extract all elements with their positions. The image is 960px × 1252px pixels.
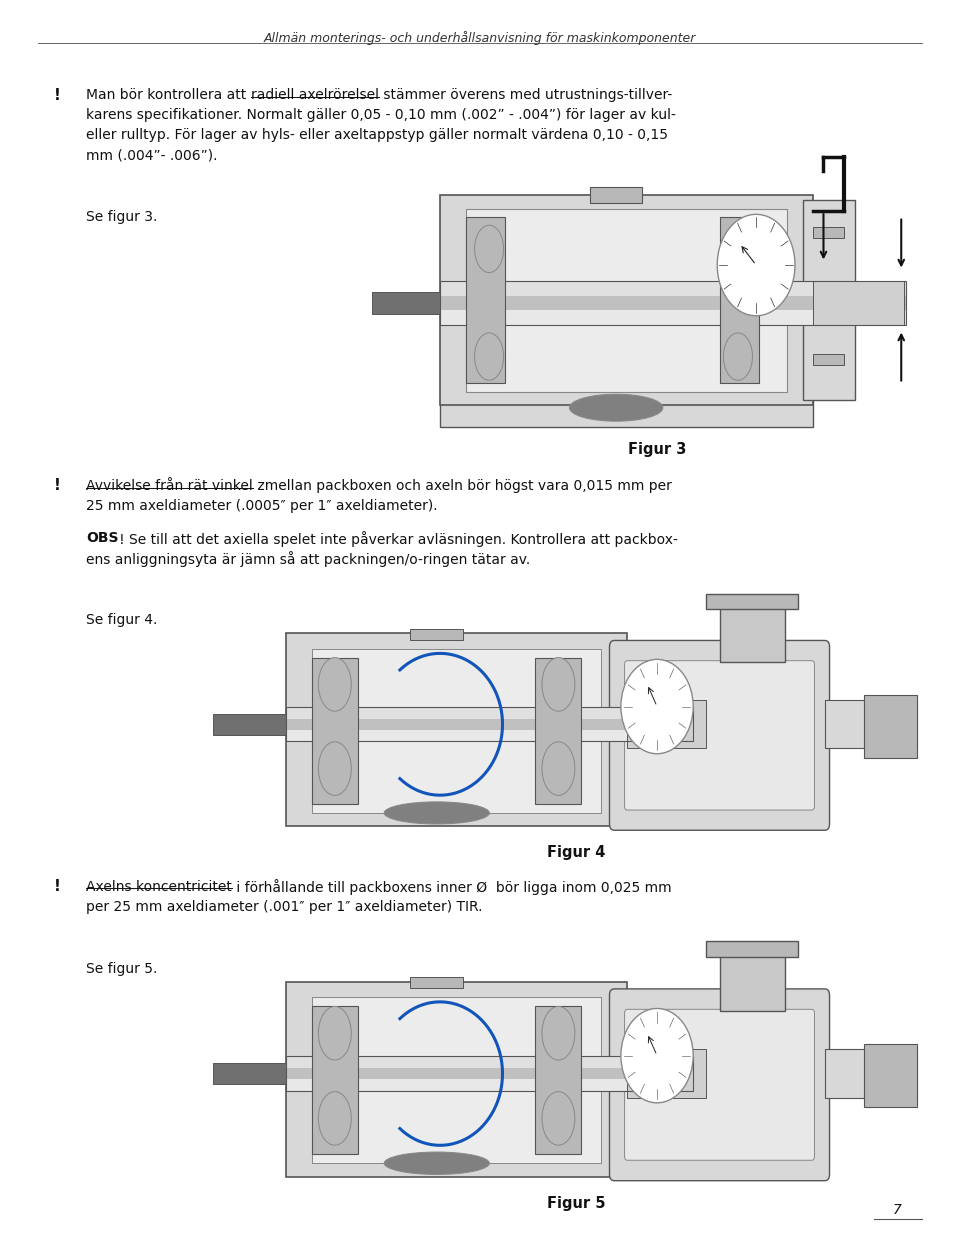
Bar [628, 700, 707, 749]
Text: Figur 3: Figur 3 [629, 442, 686, 457]
Text: Se figur 3.: Se figur 3. [86, 210, 157, 224]
Ellipse shape [542, 1092, 575, 1146]
Text: ! Se till att det axiella spelet inte påverkar avläsningen. Kontrollera att pack: ! Se till att det axiella spelet inte på… [119, 531, 678, 547]
Bar [440, 280, 906, 326]
Bar [536, 1007, 582, 1154]
Ellipse shape [319, 1092, 351, 1146]
Bar [628, 1049, 707, 1098]
Bar [411, 978, 463, 988]
Bar [720, 944, 785, 1010]
Bar [372, 292, 440, 314]
Bar [285, 719, 693, 730]
Bar [707, 593, 799, 608]
Ellipse shape [319, 657, 351, 711]
Ellipse shape [569, 394, 662, 421]
Text: i förhållande till packboxens inner Ø  bör ligga inom 0,025 mm: i förhållande till packboxens inner Ø bö… [232, 879, 672, 895]
Ellipse shape [384, 801, 490, 824]
Text: Se figur 4.: Se figur 4. [86, 613, 157, 627]
Bar [440, 195, 813, 406]
Text: Axelns koncentricitet: Axelns koncentricitet [86, 879, 232, 894]
Bar [285, 730, 693, 741]
Bar [590, 187, 642, 203]
Bar [285, 634, 628, 826]
Bar [707, 942, 799, 957]
Bar [536, 657, 582, 804]
Text: eller rulltyp. För lager av hyls- eller axeltappstyp gäller normalt värdena 0,10: eller rulltyp. För lager av hyls- eller … [86, 129, 668, 143]
Text: ens anliggningsyta är jämn så att packningen/o-ringen tätar av.: ens anliggningsyta är jämn så att packni… [86, 551, 531, 567]
Ellipse shape [474, 333, 504, 381]
Bar [312, 649, 601, 813]
Bar [864, 695, 917, 757]
Text: !: ! [54, 478, 61, 493]
Text: Allmän monterings- och underhållsanvisning för maskinkomponenter: Allmän monterings- och underhållsanvisni… [264, 31, 696, 45]
Bar [312, 1007, 358, 1154]
Text: mm (.004”- .006”).: mm (.004”- .006”). [86, 149, 218, 163]
Bar [803, 200, 854, 399]
Text: Man bör kontrollera att: Man bör kontrollera att [86, 89, 251, 103]
Text: 7: 7 [893, 1203, 902, 1217]
Bar [285, 982, 628, 1177]
Text: stämmer överens med utrustnings-tillver-: stämmer överens med utrustnings-tillver- [379, 89, 672, 103]
Bar [440, 280, 906, 295]
Ellipse shape [319, 1007, 351, 1060]
Ellipse shape [474, 225, 504, 273]
Bar [440, 310, 906, 326]
Bar [864, 1044, 917, 1107]
Bar [312, 998, 601, 1163]
Bar [466, 217, 505, 383]
Text: Figur 5: Figur 5 [547, 1196, 605, 1211]
Bar [285, 1068, 693, 1079]
Text: !: ! [54, 879, 61, 894]
Text: radiell axelrörelsel: radiell axelrörelsel [251, 89, 379, 103]
FancyBboxPatch shape [440, 399, 813, 427]
Bar [312, 657, 358, 804]
Circle shape [621, 1009, 693, 1103]
Bar [825, 700, 917, 749]
Text: OBS: OBS [86, 531, 119, 545]
Text: Figur 4: Figur 4 [547, 845, 605, 860]
Bar [825, 1049, 917, 1098]
FancyBboxPatch shape [625, 1009, 814, 1161]
Text: 25 mm axeldiameter (.0005″ per 1″ axeldiameter).: 25 mm axeldiameter (.0005″ per 1″ axeldi… [86, 498, 438, 513]
FancyBboxPatch shape [625, 661, 814, 810]
Text: Avvikelse från rät vinkel: Avvikelse från rät vinkel [86, 480, 253, 493]
Bar [813, 354, 844, 364]
FancyBboxPatch shape [610, 641, 829, 830]
Ellipse shape [724, 225, 753, 273]
Text: karens specifikationer. Normalt gäller 0,05 - 0,10 mm (.002” - .004”) för lager : karens specifikationer. Normalt gäller 0… [86, 109, 676, 123]
Ellipse shape [542, 1007, 575, 1060]
Bar [285, 707, 693, 719]
Ellipse shape [542, 741, 575, 795]
Ellipse shape [724, 333, 753, 381]
Ellipse shape [319, 741, 351, 795]
Bar [285, 1057, 693, 1090]
Bar [285, 1057, 693, 1068]
Bar [213, 1063, 285, 1084]
Text: zmellan packboxen och axeln bör högst vara 0,015 mm per: zmellan packboxen och axeln bör högst va… [253, 480, 672, 493]
Bar [213, 714, 285, 735]
Bar [440, 295, 906, 310]
Ellipse shape [542, 657, 575, 711]
FancyBboxPatch shape [610, 989, 829, 1181]
Bar [813, 228, 844, 238]
Circle shape [621, 660, 693, 754]
Ellipse shape [384, 1152, 490, 1174]
Bar [720, 217, 758, 383]
Bar [411, 629, 463, 640]
Text: Se figur 5.: Se figur 5. [86, 962, 157, 975]
Bar [466, 209, 787, 392]
Circle shape [717, 214, 795, 316]
Bar [285, 707, 693, 741]
Text: per 25 mm axeldiameter (.001″ per 1″ axeldiameter) TIR.: per 25 mm axeldiameter (.001″ per 1″ axe… [86, 899, 483, 914]
Bar [813, 280, 904, 326]
Bar [285, 1079, 693, 1090]
Text: !: ! [54, 88, 61, 103]
Bar [720, 596, 785, 662]
